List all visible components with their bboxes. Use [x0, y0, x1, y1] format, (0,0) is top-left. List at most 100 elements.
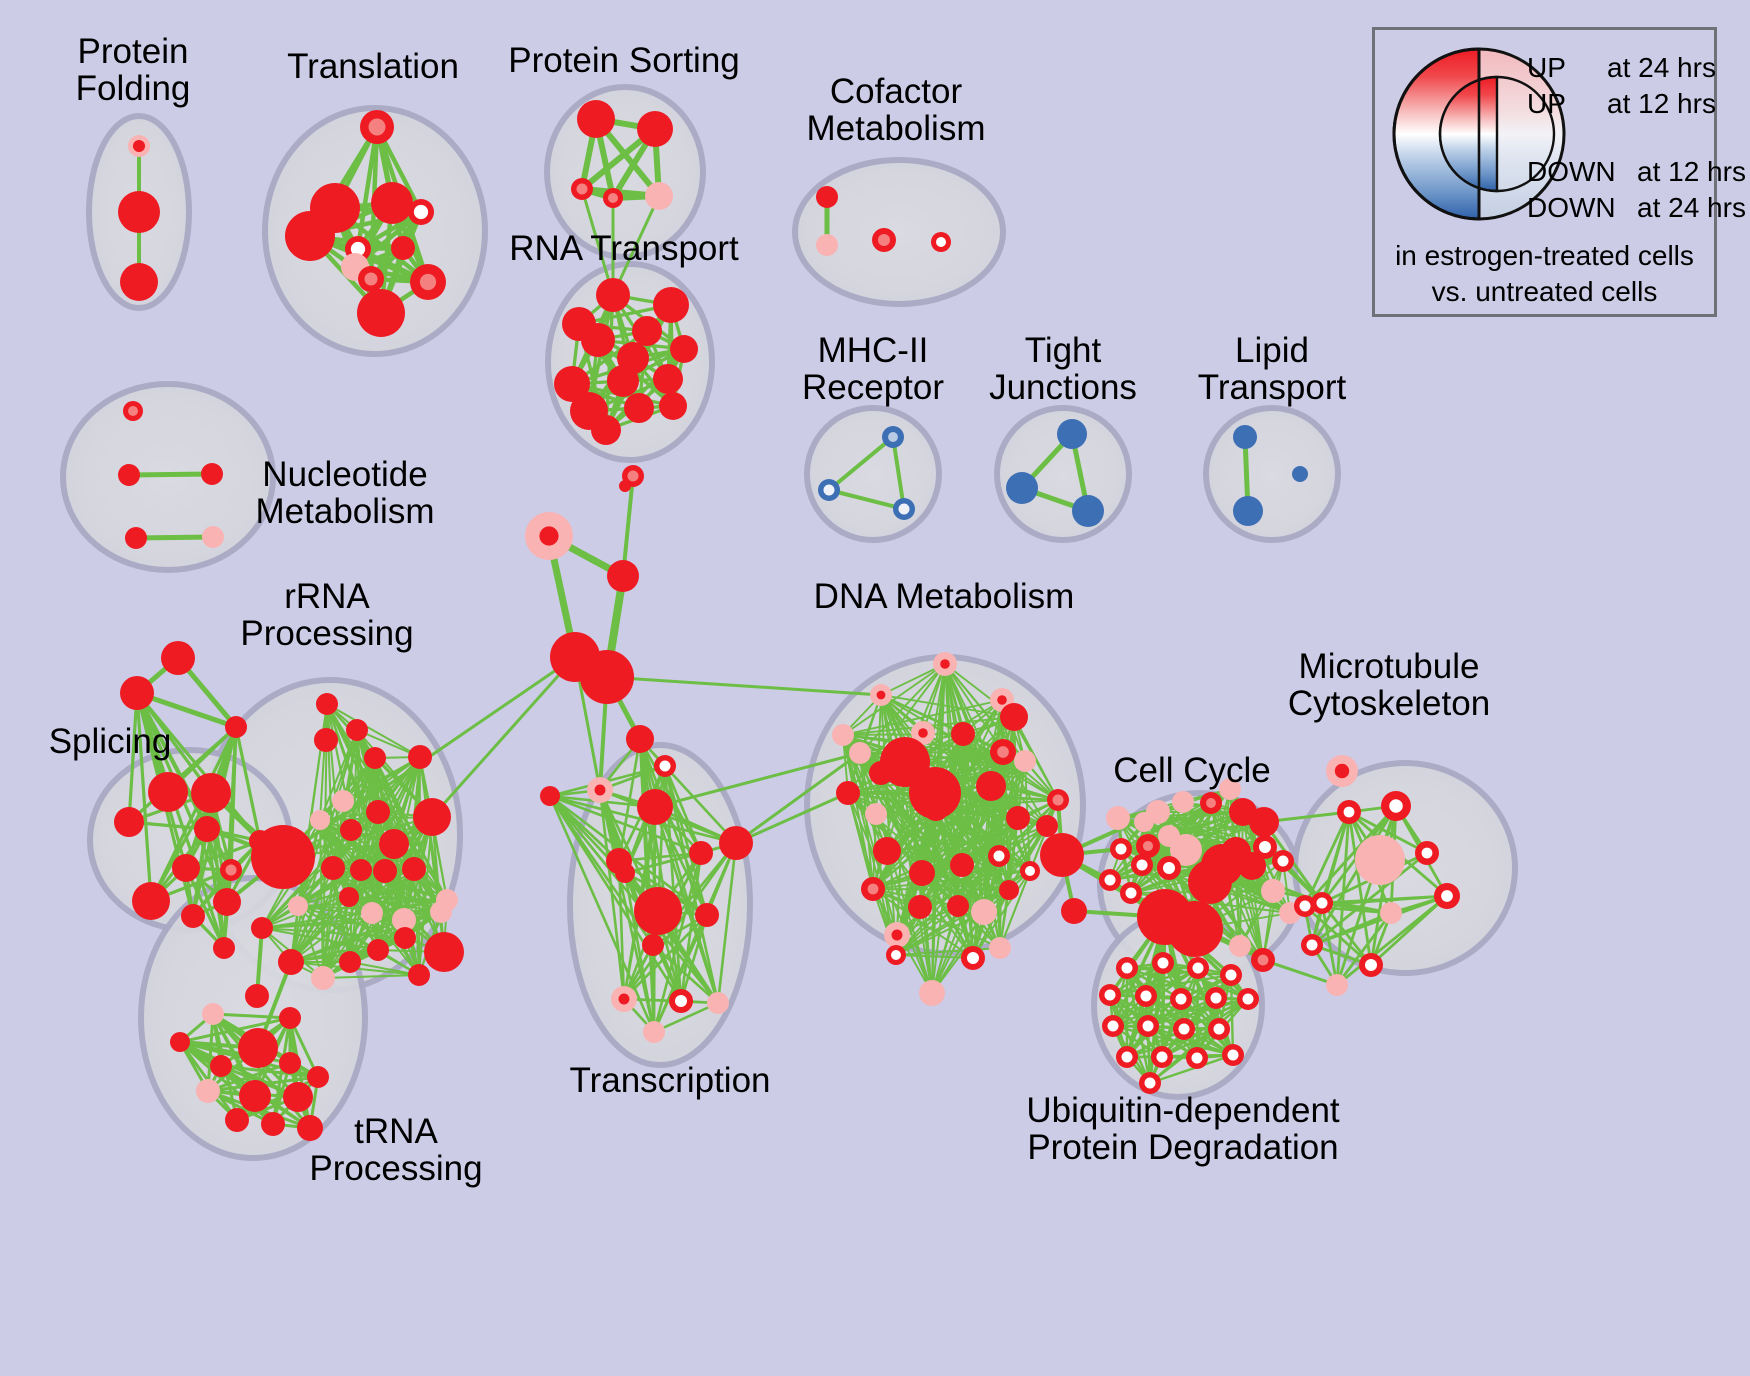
network-node[interactable] [245, 984, 269, 1008]
network-node[interactable] [947, 895, 969, 917]
network-node[interactable] [283, 1082, 313, 1112]
network-node[interactable] [1311, 892, 1333, 914]
network-node[interactable] [909, 860, 935, 886]
network-node[interactable] [371, 182, 413, 224]
network-node[interactable] [626, 725, 654, 753]
network-node[interactable] [339, 887, 359, 907]
network-node[interactable] [1057, 419, 1087, 449]
network-node[interactable] [1099, 984, 1121, 1006]
network-node[interactable] [128, 135, 150, 157]
network-node[interactable] [1188, 860, 1232, 904]
network-node[interactable] [1167, 901, 1223, 957]
network-node[interactable] [1434, 883, 1460, 909]
network-node[interactable] [238, 1028, 278, 1068]
network-node[interactable] [1326, 974, 1348, 996]
network-node[interactable] [367, 939, 389, 961]
network-node[interactable] [332, 790, 354, 812]
network-node[interactable] [340, 819, 362, 841]
network-node[interactable] [1220, 964, 1242, 986]
network-node[interactable] [321, 856, 345, 880]
network-node[interactable] [1233, 425, 1257, 449]
network-node[interactable] [961, 946, 985, 970]
network-node[interactable] [1186, 1047, 1208, 1069]
network-node[interactable] [408, 745, 432, 769]
network-node[interactable] [251, 917, 273, 939]
network-node[interactable] [391, 236, 415, 260]
network-node[interactable] [1006, 806, 1030, 830]
network-node[interactable] [118, 191, 160, 233]
network-node[interactable] [1157, 856, 1181, 880]
network-node[interactable] [611, 986, 637, 1012]
network-node[interactable] [911, 721, 935, 745]
network-node[interactable] [358, 266, 384, 292]
network-node[interactable] [669, 989, 693, 1013]
network-node[interactable] [1173, 1018, 1195, 1040]
network-node[interactable] [350, 859, 372, 881]
network-node[interactable] [1337, 800, 1361, 824]
network-node[interactable] [120, 263, 158, 301]
network-node[interactable] [1014, 750, 1036, 772]
network-node[interactable] [615, 863, 635, 883]
network-node[interactable] [577, 100, 615, 138]
network-node[interactable] [870, 684, 892, 706]
network-node[interactable] [603, 188, 623, 208]
network-node[interactable] [1000, 703, 1028, 731]
network-node[interactable] [1139, 1072, 1161, 1094]
network-node[interactable] [213, 937, 235, 959]
network-node[interactable] [361, 902, 383, 924]
network-node[interactable] [596, 278, 630, 312]
network-node[interactable] [525, 512, 573, 560]
network-node[interactable] [818, 479, 840, 501]
network-node[interactable] [297, 1115, 323, 1141]
network-node[interactable] [279, 1007, 301, 1029]
network-node[interactable] [357, 289, 405, 337]
network-node[interactable] [1102, 1015, 1124, 1037]
network-node[interactable] [654, 755, 676, 777]
network-node[interactable] [1381, 791, 1411, 821]
network-node[interactable] [1229, 798, 1257, 826]
network-node[interactable] [430, 901, 452, 923]
network-node[interactable] [402, 857, 426, 881]
network-node[interactable] [540, 786, 560, 806]
network-node[interactable] [225, 716, 247, 738]
network-node[interactable] [580, 650, 634, 704]
network-node[interactable] [114, 807, 144, 837]
network-node[interactable] [1187, 957, 1209, 979]
network-node[interactable] [1020, 861, 1040, 881]
network-node[interactable] [1208, 1018, 1230, 1040]
network-node[interactable] [161, 641, 195, 675]
network-node[interactable] [659, 392, 687, 420]
network-node[interactable] [1292, 466, 1308, 482]
network-node[interactable] [873, 837, 901, 865]
network-node[interactable] [1099, 869, 1121, 891]
network-node[interactable] [1219, 778, 1241, 800]
network-node[interactable] [1137, 1015, 1159, 1037]
network-node[interactable] [607, 365, 639, 397]
network-node[interactable] [653, 364, 683, 394]
network-node[interactable] [886, 945, 906, 965]
network-node[interactable] [951, 722, 975, 746]
network-node[interactable] [1047, 789, 1069, 811]
network-node[interactable] [120, 676, 154, 710]
network-node[interactable] [1355, 835, 1405, 885]
network-node[interactable] [1152, 952, 1174, 974]
network-node[interactable] [307, 1066, 329, 1088]
network-node[interactable] [645, 182, 673, 210]
network-node[interactable] [990, 739, 1016, 765]
network-node[interactable] [919, 980, 945, 1006]
network-node[interactable] [950, 853, 974, 877]
network-node[interactable] [148, 772, 188, 812]
network-node[interactable] [191, 773, 231, 813]
network-node[interactable] [719, 826, 753, 860]
network-node[interactable] [893, 498, 915, 520]
network-node[interactable] [373, 859, 397, 883]
network-node[interactable] [210, 1055, 232, 1077]
network-node[interactable] [632, 316, 662, 346]
network-node[interactable] [832, 724, 854, 746]
network-node[interactable] [861, 877, 885, 901]
network-node[interactable] [1061, 898, 1087, 924]
network-node[interactable] [637, 789, 673, 825]
network-node[interactable] [554, 366, 590, 402]
network-node[interactable] [181, 904, 205, 928]
network-node[interactable] [880, 737, 930, 787]
